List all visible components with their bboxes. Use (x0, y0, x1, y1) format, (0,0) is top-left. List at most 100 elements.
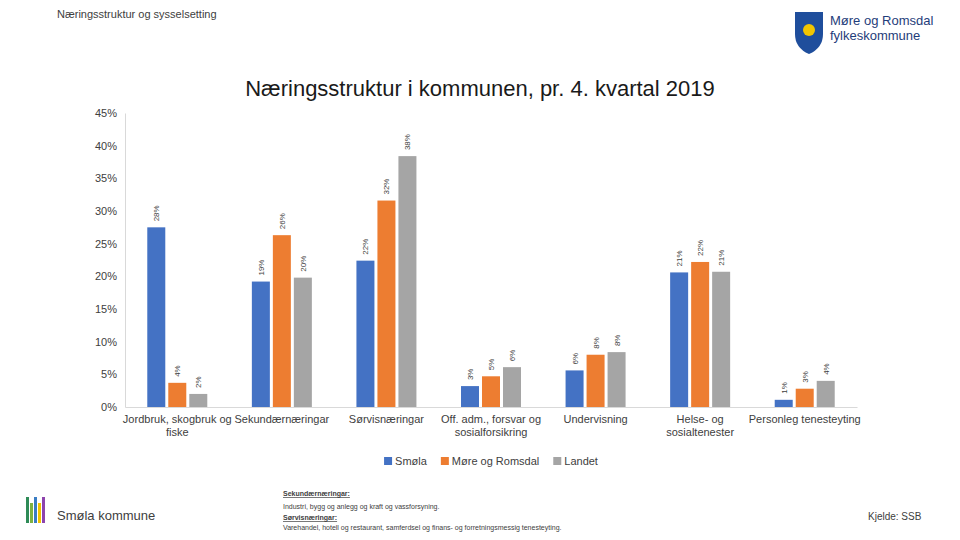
y-tick-label: 25% (95, 238, 117, 250)
bars (147, 156, 834, 407)
data-label: 1% (780, 382, 789, 394)
data-label: 32% (382, 179, 391, 195)
data-label: 22% (361, 239, 370, 255)
legend-swatch (384, 457, 392, 465)
footnote: Sørvisnæringar: (283, 514, 337, 522)
data-label: 8% (592, 337, 601, 349)
data-label: 6% (571, 353, 580, 365)
legend-item: Smøla (384, 455, 428, 467)
bar (775, 400, 793, 407)
y-tick: 35% (95, 172, 125, 184)
bar (587, 355, 605, 407)
data-label: 28% (152, 205, 161, 221)
y-tick: 0% (101, 401, 125, 413)
bar (482, 376, 500, 407)
bar (294, 278, 312, 407)
data-label: 19% (257, 260, 266, 276)
data-label: 38% (403, 134, 412, 150)
bar (817, 381, 835, 407)
data-label: 3% (466, 369, 475, 381)
legend-item: Landet (553, 455, 598, 467)
y-tick-label: 15% (95, 303, 117, 315)
x-tick: Personleg tenesteyting (749, 407, 861, 425)
legend-swatch (553, 457, 561, 465)
data-labels: 28% 19% 22% 3% 6% 21% 1% 4% 26% 32% 5% 8% 22% 3% 2% 20%… (152, 134, 830, 394)
y-tick-label: 45% (95, 107, 117, 119)
source: Kjelde: SSB (868, 511, 922, 522)
bar (712, 272, 730, 407)
bar (273, 235, 291, 407)
y-axis-line (125, 114, 126, 408)
x-tick: Off. adm., forsvar ogsosialforsikring (441, 407, 541, 438)
data-label: 5% (487, 359, 496, 371)
bar (566, 370, 584, 407)
bar (796, 389, 814, 407)
bar (356, 261, 374, 407)
y-tick: 25% (95, 238, 125, 250)
logo-bar (38, 503, 41, 523)
y-tick: 20% (95, 270, 125, 282)
logo-bar (34, 497, 37, 523)
page-header: Næringsstruktur og sysselsetting (57, 8, 217, 20)
footnote: Industri, bygg og anlegg og kraft og vas… (283, 503, 439, 511)
legend: Smøla Møre og Romsdal Landet (384, 455, 598, 467)
bar (398, 156, 416, 407)
data-label: 3% (801, 371, 810, 383)
bar (147, 227, 165, 407)
y-tick-label: 30% (95, 205, 117, 217)
data-label: 21% (675, 250, 684, 266)
y-tick: 40% (95, 140, 125, 152)
x-tick-label: Jordbruk, skogbruk ogfiske (123, 413, 232, 438)
legend-label: Landet (564, 455, 598, 467)
logo-bar (26, 497, 29, 523)
x-tick-label: Helse- ogsosialtenester (666, 413, 734, 438)
data-label: 6% (508, 350, 517, 362)
data-label: 4% (173, 365, 182, 377)
y-tick-label: 0% (101, 401, 117, 413)
x-tick-label: Sørvisnæringar (349, 413, 425, 425)
data-label: 8% (613, 335, 622, 347)
data-label: 2% (194, 376, 203, 388)
logo: Møre og Romsdalfylkeskommune (795, 12, 933, 54)
chart: Næringsstruktur og sysselsetting Møre og … (0, 0, 960, 540)
chart-title: Næringsstruktur i kommunen, pr. 4. kvart… (245, 76, 715, 101)
footnote: Varehandel, hotell og restaurant, samfer… (283, 524, 562, 532)
legend-label: Smøla (395, 455, 428, 467)
footnote: Sekundærnæringar: (283, 490, 350, 498)
y-tick: 30% (95, 205, 125, 217)
municipality-name: Smøla kommune (57, 508, 155, 523)
x-tick: Jordbruk, skogbruk ogfiske (123, 407, 232, 438)
x-tick: Undervisning (563, 407, 627, 425)
x-tick: Helse- ogsosialtenester (666, 407, 734, 438)
logo-flower (803, 24, 815, 36)
logo-bar (42, 497, 45, 523)
bar (461, 386, 479, 407)
logo-text: fylkeskommune (830, 28, 920, 43)
bar (252, 282, 270, 407)
bar (189, 394, 207, 407)
legend-item: Møre og Romsdal (441, 455, 539, 467)
legend-label: Møre og Romsdal (452, 455, 539, 467)
x-axis-line (126, 407, 858, 408)
data-label: 22% (696, 240, 705, 256)
y-tick: 5% (101, 368, 125, 380)
legend-swatch (441, 457, 449, 465)
y-tick-label: 40% (95, 140, 117, 152)
municipality-logo: Smøla kommune (26, 497, 155, 523)
logo-shield (795, 12, 823, 54)
x-tick: Sekundærnæringar (234, 407, 329, 425)
x-tick-label: Off. adm., forsvar ogsosialforsikring (441, 413, 541, 438)
y-tick: 15% (95, 303, 125, 315)
y-tick: 45% (95, 107, 125, 119)
data-label: 4% (822, 363, 831, 375)
bar (670, 272, 688, 407)
y-tick-label: 10% (95, 336, 117, 348)
data-label: 21% (717, 250, 726, 266)
x-tick-label: Personleg tenesteyting (749, 413, 861, 425)
x-tick: Sørvisnæringar (349, 407, 425, 425)
logo-bar (30, 503, 33, 523)
data-label: 26% (278, 213, 287, 229)
x-tick-label: Undervisning (563, 413, 627, 425)
data-label: 20% (299, 256, 308, 272)
bar (691, 262, 709, 407)
